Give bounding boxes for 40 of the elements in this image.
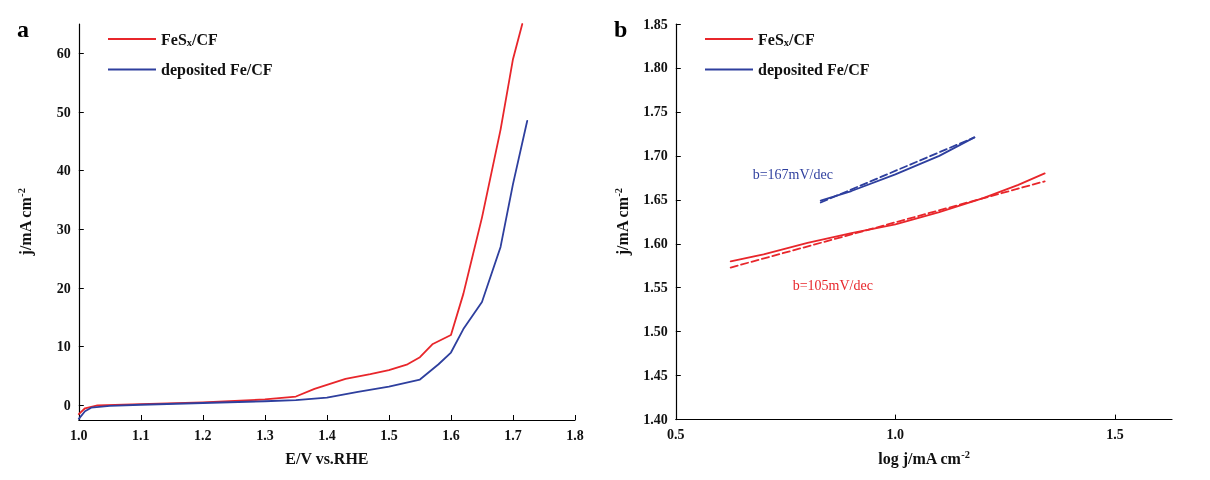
x-tick-label: 1.5 [1106,427,1124,443]
legend-label: deposited Fe/CF [758,61,870,80]
y-axis-title: j/mA cm-2 [15,188,35,257]
y-tick-label: 1.85 [643,16,668,32]
y-tick-label: 1.80 [643,60,668,76]
chart-title: b [614,16,628,42]
y-tick-label: 10 [56,339,71,355]
line-series [77,23,524,416]
x-tick-label: 1.2 [194,427,212,443]
x-tick-label: 1.1 [132,427,150,443]
line-series [77,119,529,420]
x-tick-label: 1.0 [886,427,905,443]
x-tick-label: 1.3 [256,427,274,443]
y-tick-label: 0 [63,397,71,413]
x-tick-label: 1.6 [442,427,460,443]
y-tick-label: 1.70 [643,148,668,164]
x-tick-label: 1.5 [380,427,398,443]
y-tick-label: 1.55 [643,280,668,296]
annotation: b=167mV/dec [752,167,833,183]
y-tick-label: 30 [56,221,71,237]
x-tick-label: 1.7 [504,427,522,443]
y-tick-label: 1.75 [643,104,668,120]
x-tick-label: 0.5 [667,427,685,443]
y-tick-label: 1.50 [643,324,668,340]
x-tick-label: 1.0 [70,427,88,443]
annotation: b=105mV/dec [792,277,873,293]
y-axis-title: j/mA cm-2 [612,187,632,257]
chart-title: a [17,16,29,42]
legend-label: deposited Fe/CF [161,61,273,80]
y-tick-label: 1.60 [643,236,668,252]
y-tick-label: 60 [56,45,71,61]
y-tick-label: 50 [56,104,71,120]
y-tick-label: 20 [56,280,71,296]
x-tick-label: 1.8 [566,427,584,443]
y-tick-label: 1.40 [643,412,668,428]
x-axis-title: E/V vs.RHE [285,449,369,467]
y-tick-label: 1.45 [643,368,668,384]
y-tick-label: 40 [56,163,71,179]
x-tick-label: 1.4 [318,427,336,443]
y-tick-label: 1.65 [643,192,668,208]
